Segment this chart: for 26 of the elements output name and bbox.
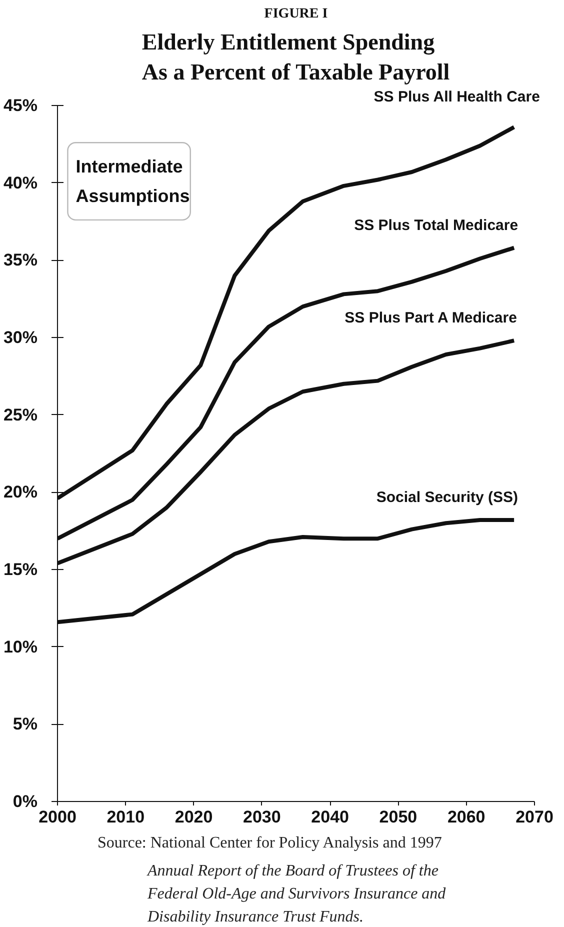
y-tick-label: 10% bbox=[3, 637, 38, 656]
chart-title: Elderly Entitlement Spending As a Percent of Taxable Payroll bbox=[142, 30, 450, 84]
x-tick-label: 2000 bbox=[38, 808, 76, 826]
y-tick-label: 0% bbox=[12, 792, 38, 811]
series-label: Social Security (SS) bbox=[376, 489, 518, 506]
y-tick-label: 30% bbox=[3, 328, 38, 347]
y-tick-label: 35% bbox=[3, 250, 38, 270]
x-tick-label: 2030 bbox=[243, 808, 281, 826]
x-tick-label: 2040 bbox=[311, 808, 349, 826]
x-tick-label: 2010 bbox=[106, 808, 145, 826]
y-tick-label: 20% bbox=[3, 482, 38, 502]
y-tick-label: 40% bbox=[3, 173, 38, 192]
x-tick-label: 2060 bbox=[447, 808, 486, 826]
y-tick-label: 5% bbox=[12, 714, 38, 734]
y-tick-label: 45% bbox=[3, 96, 38, 115]
series-label: SS Plus Total Medicare bbox=[354, 216, 518, 234]
x-tick-label: 2050 bbox=[379, 808, 418, 826]
annotation: Intermediate Assumptions bbox=[76, 156, 190, 206]
text: FIGURE I bbox=[264, 6, 328, 22]
y-tick-label: 25% bbox=[3, 405, 38, 424]
y-tick-label: 15% bbox=[3, 560, 38, 579]
text: SS Plus All Health Care bbox=[374, 88, 540, 106]
series-label: SS Plus Part A Medicare bbox=[344, 310, 517, 327]
x-tick-label: 2070 bbox=[516, 808, 554, 826]
source-note: Source: National Center for Policy Analysis and 1997 Annual Report of the Board of Trustees of the Federal Old-Age and Survivors Insurance and Disability Insurance Trust Funds. bbox=[98, 834, 447, 926]
x-tick-label: 2020 bbox=[174, 808, 213, 826]
